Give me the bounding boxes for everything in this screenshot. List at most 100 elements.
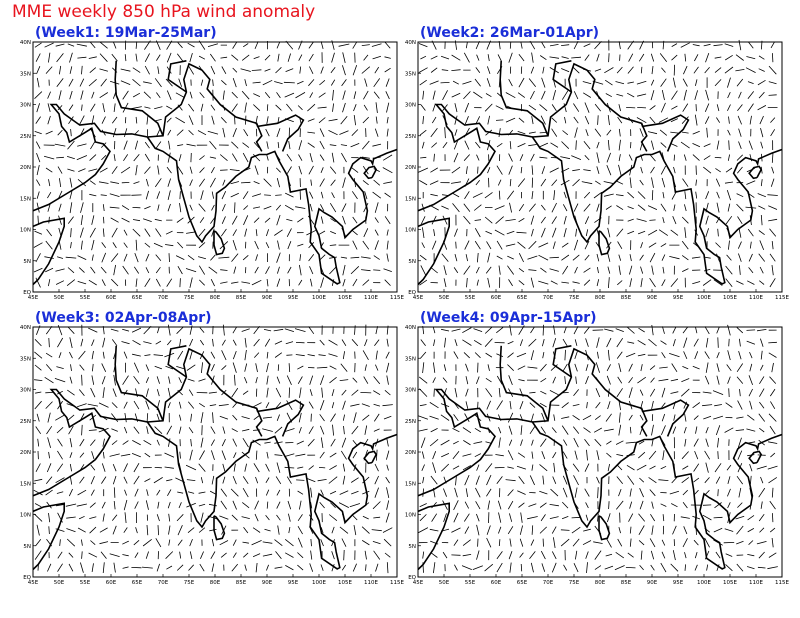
lon-label: 75E bbox=[184, 295, 195, 301]
panel-title: (Week4: 09Apr-15Apr) bbox=[420, 310, 597, 326]
lon-label: 60E bbox=[106, 580, 117, 586]
lon-label: 75E bbox=[184, 580, 195, 586]
coastline bbox=[32, 388, 398, 570]
lon-label: 105E bbox=[723, 295, 737, 301]
lon-label: 115E bbox=[775, 295, 789, 301]
coastline bbox=[748, 450, 763, 465]
lat-label: 5N bbox=[408, 259, 416, 265]
coastline bbox=[417, 103, 783, 285]
lon-label: 115E bbox=[775, 580, 789, 586]
lon-label: 95E bbox=[288, 295, 299, 301]
lon-label: 65E bbox=[132, 580, 143, 586]
lat-label: 15N bbox=[405, 196, 416, 202]
lat-label: 25N bbox=[405, 134, 416, 140]
lat-label: 20N bbox=[20, 450, 31, 456]
lon-label: 105E bbox=[338, 295, 352, 301]
lon-label: 110E bbox=[364, 580, 378, 586]
border bbox=[532, 347, 690, 437]
border bbox=[255, 407, 263, 437]
border bbox=[499, 345, 549, 422]
coastline bbox=[417, 388, 783, 570]
lon-label: 60E bbox=[106, 295, 117, 301]
map-panel: (Week4: 09Apr-15Apr) 40N 35N 30N 25N 20N 15N 10… bbox=[405, 310, 790, 586]
lon-label: 85E bbox=[236, 295, 247, 301]
lat-label: 30N bbox=[405, 388, 416, 394]
lon-label: 105E bbox=[338, 580, 352, 586]
lon-label: 45E bbox=[28, 295, 39, 301]
lon-label: 95E bbox=[288, 580, 299, 586]
lon-label: 95E bbox=[673, 295, 684, 301]
lon-label: 50E bbox=[439, 295, 450, 301]
lat-label: 5N bbox=[408, 544, 416, 550]
border bbox=[552, 345, 572, 378]
lat-label: 40N bbox=[20, 325, 31, 331]
coastline bbox=[417, 502, 450, 571]
lon-label: 105E bbox=[723, 580, 737, 586]
lat-label: EQ bbox=[23, 575, 31, 581]
lon-label: 50E bbox=[54, 295, 65, 301]
coastline bbox=[363, 165, 378, 180]
border bbox=[640, 122, 648, 152]
lat-label: 20N bbox=[405, 165, 416, 171]
lon-label: 60E bbox=[491, 295, 502, 301]
lat-label: 10N bbox=[405, 228, 416, 234]
lon-label: 115E bbox=[390, 295, 404, 301]
lon-label: 75E bbox=[569, 580, 580, 586]
lat-label: 15N bbox=[20, 481, 31, 487]
lon-label: 80E bbox=[210, 295, 221, 301]
border bbox=[147, 347, 305, 437]
map-panel: (Week2: 26Mar-01Apr) 40N 35N 30N 25N 20N 15N 10… bbox=[405, 25, 790, 301]
border bbox=[532, 62, 690, 152]
lat-label: 15N bbox=[20, 196, 31, 202]
lon-label: 80E bbox=[595, 295, 606, 301]
lon-label: 70E bbox=[543, 580, 554, 586]
lon-label: 95E bbox=[673, 580, 684, 586]
lat-label: 10N bbox=[20, 513, 31, 519]
lon-label: 50E bbox=[54, 580, 65, 586]
lat-label: 30N bbox=[20, 103, 31, 109]
lon-label: 65E bbox=[517, 295, 528, 301]
lon-label: 70E bbox=[158, 580, 169, 586]
lon-label: 90E bbox=[647, 295, 658, 301]
border bbox=[552, 60, 572, 93]
lon-label: 80E bbox=[210, 580, 221, 586]
lon-label: 110E bbox=[364, 295, 378, 301]
map-panel: (Week3: 02Apr-08Apr) 40N 35N 30N 25N 20N 15N 10… bbox=[20, 310, 405, 586]
lat-label: 25N bbox=[20, 134, 31, 140]
lon-label: 100E bbox=[312, 580, 326, 586]
border bbox=[167, 345, 187, 378]
border bbox=[147, 62, 305, 152]
coastline bbox=[32, 217, 65, 286]
coastline bbox=[417, 217, 450, 286]
lat-label: 35N bbox=[405, 71, 416, 77]
lat-label: 25N bbox=[20, 419, 31, 425]
border bbox=[499, 60, 549, 137]
lon-label: 65E bbox=[517, 580, 528, 586]
lon-label: 90E bbox=[262, 295, 273, 301]
lon-label: 45E bbox=[28, 580, 39, 586]
lat-label: 30N bbox=[20, 388, 31, 394]
lat-label: 40N bbox=[405, 325, 416, 331]
lon-label: 90E bbox=[647, 580, 658, 586]
lat-label: 35N bbox=[20, 356, 31, 362]
lat-label: 35N bbox=[405, 356, 416, 362]
lat-label: 10N bbox=[405, 513, 416, 519]
lon-label: 55E bbox=[465, 295, 476, 301]
lon-label: 50E bbox=[439, 580, 450, 586]
lon-label: 100E bbox=[312, 295, 326, 301]
lon-label: 80E bbox=[595, 580, 606, 586]
coastline bbox=[32, 103, 398, 285]
lon-label: 85E bbox=[621, 580, 632, 586]
lat-label: EQ bbox=[408, 575, 416, 581]
lon-label: 55E bbox=[465, 580, 476, 586]
lat-label: 5N bbox=[23, 544, 31, 550]
panel-title: (Week3: 02Apr-08Apr) bbox=[35, 310, 212, 326]
lon-label: 55E bbox=[80, 295, 91, 301]
lon-label: 65E bbox=[132, 295, 143, 301]
lat-label: EQ bbox=[408, 290, 416, 296]
coastline bbox=[213, 230, 226, 256]
lat-label: 25N bbox=[405, 419, 416, 425]
panel-title: (Week1: 19Mar-25Mar) bbox=[35, 25, 217, 41]
lon-label: 85E bbox=[236, 580, 247, 586]
